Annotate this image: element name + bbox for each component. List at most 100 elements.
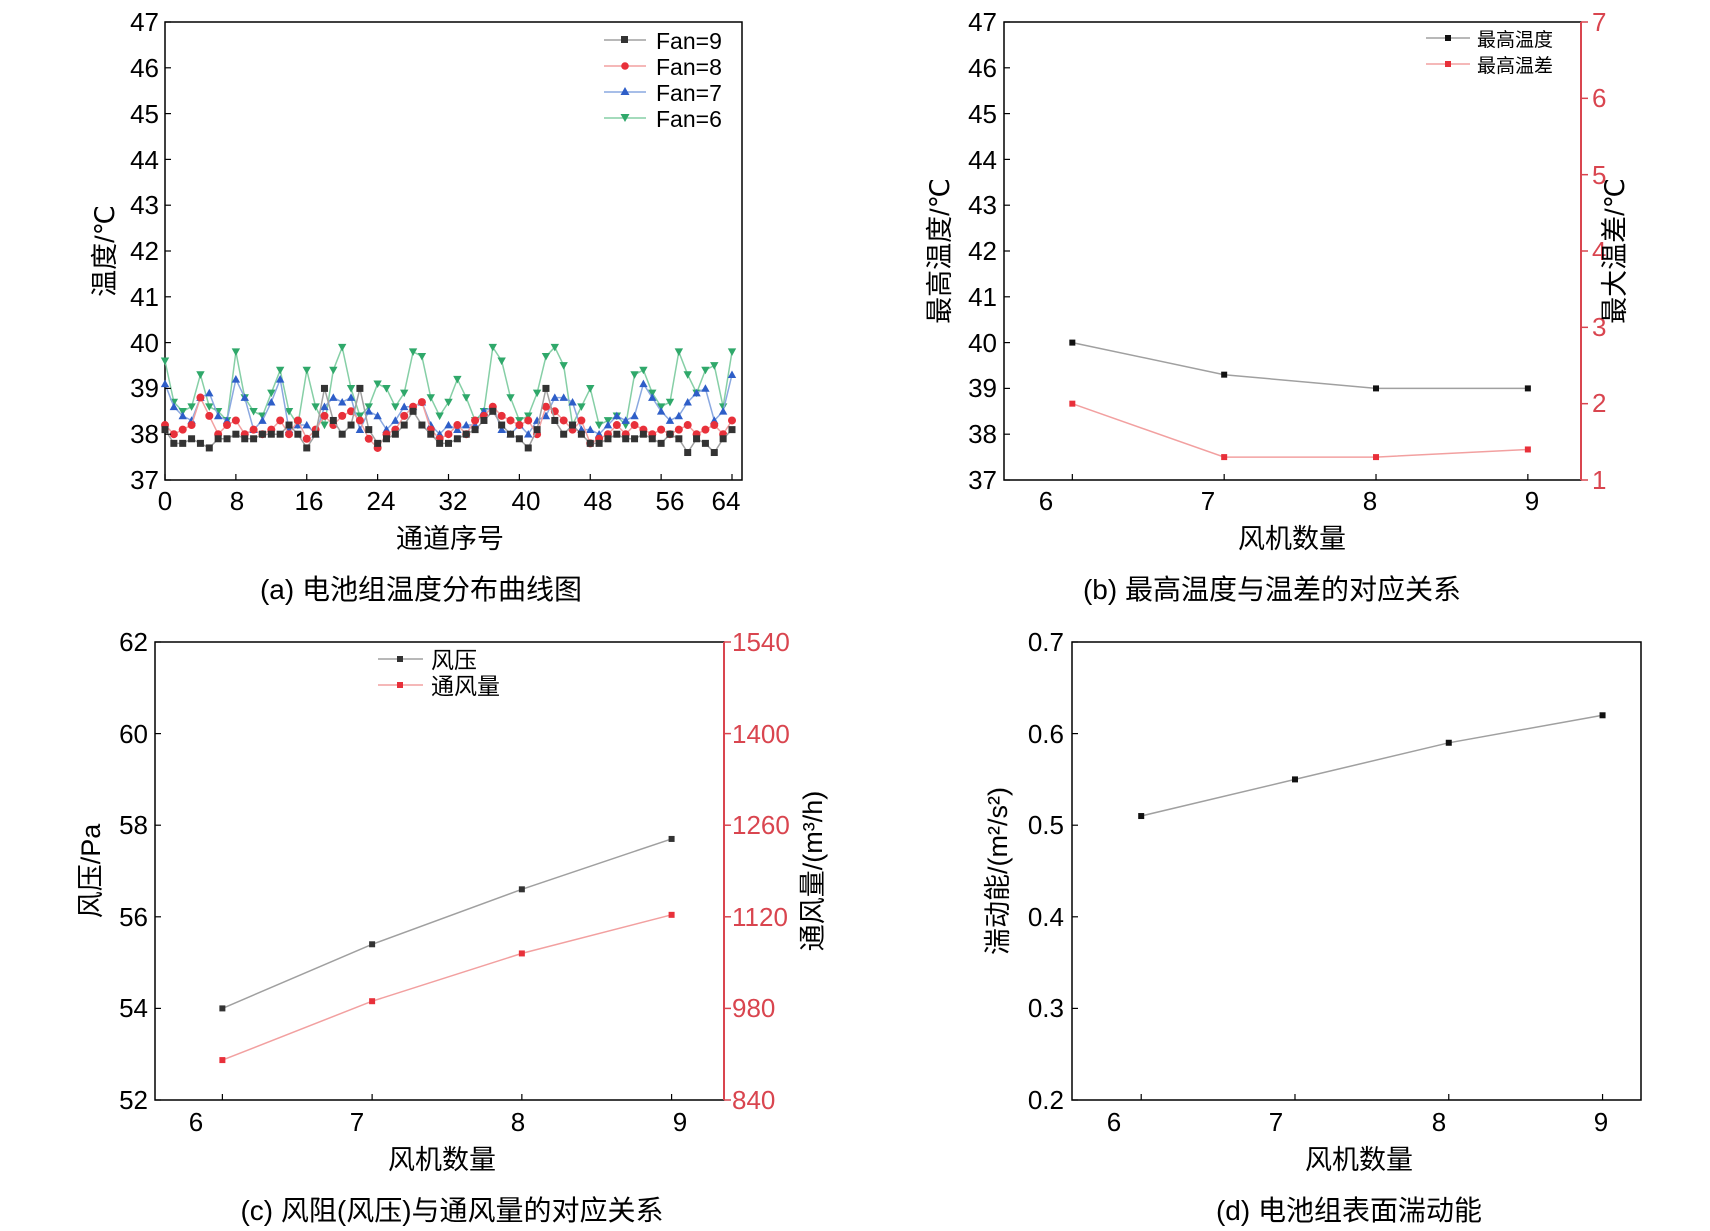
y-tick-label: 41 bbox=[968, 282, 997, 312]
data-point bbox=[1221, 454, 1228, 461]
data-point bbox=[518, 886, 525, 893]
data-point bbox=[231, 348, 241, 356]
data-point bbox=[710, 421, 719, 430]
data-point bbox=[223, 435, 231, 443]
data-point bbox=[160, 379, 170, 388]
data-point bbox=[356, 384, 364, 392]
y-tick-labels: 37 38 39 40 41 42 43 44 45 46 47 bbox=[130, 7, 159, 495]
data-point bbox=[710, 449, 718, 457]
data-point bbox=[631, 435, 639, 443]
y-tick-label: 0.4 bbox=[1028, 902, 1064, 932]
data-point bbox=[347, 421, 355, 429]
y-right-tick-label: 1400 bbox=[732, 719, 790, 749]
data-point bbox=[232, 430, 240, 438]
data-point bbox=[338, 430, 346, 438]
data-point bbox=[320, 402, 329, 411]
data-point bbox=[524, 444, 532, 452]
data-point bbox=[683, 371, 692, 379]
y-tick-label: 0.7 bbox=[1028, 627, 1064, 657]
data-point bbox=[365, 426, 373, 434]
data-point bbox=[542, 384, 550, 392]
data-point bbox=[1599, 712, 1606, 719]
y-tick-label: 0.2 bbox=[1028, 1085, 1064, 1115]
data-point bbox=[444, 430, 453, 439]
data-point bbox=[497, 357, 506, 366]
data-point bbox=[498, 421, 506, 429]
data-point bbox=[515, 435, 523, 443]
legend: 风压 通风量 bbox=[378, 647, 500, 699]
y-tick-label: 39 bbox=[968, 373, 997, 403]
data-point bbox=[312, 430, 320, 438]
data-point bbox=[471, 426, 479, 434]
data-point bbox=[275, 366, 285, 375]
plot-frame bbox=[154, 641, 725, 1101]
y-tick-label: 45 bbox=[968, 99, 997, 129]
data-point bbox=[1069, 339, 1076, 346]
data-point bbox=[302, 420, 311, 429]
y-right-tick-label: 4 bbox=[1592, 236, 1606, 266]
plot-series bbox=[1138, 712, 1606, 820]
data-point bbox=[701, 366, 710, 375]
data-point bbox=[294, 430, 302, 438]
y-left-axis-label: 风压/Pa bbox=[76, 823, 106, 919]
data-point bbox=[701, 439, 709, 447]
data-point bbox=[417, 352, 427, 361]
y-right-tick-label: 5 bbox=[1592, 160, 1606, 190]
y-tick-label: 56 bbox=[119, 902, 148, 932]
y-tick-label: 0.3 bbox=[1028, 993, 1064, 1023]
data-point bbox=[533, 426, 541, 434]
x-tick-label: 32 bbox=[439, 486, 468, 516]
data-point bbox=[612, 421, 621, 430]
legend-label: 风压 bbox=[431, 647, 477, 673]
data-point bbox=[329, 393, 338, 401]
legend-label: Fan=9 bbox=[656, 28, 722, 54]
data-point bbox=[719, 435, 727, 443]
y-right-tick-label: 7 bbox=[1592, 7, 1606, 37]
data-point bbox=[374, 439, 382, 447]
data-point bbox=[302, 366, 311, 375]
y-right-tick-label: 840 bbox=[732, 1085, 775, 1115]
x-axis-label: 风机数量 bbox=[1238, 524, 1346, 554]
data-point bbox=[674, 348, 684, 356]
data-point bbox=[311, 403, 320, 411]
data-point bbox=[214, 435, 222, 443]
y-right-tick-labels: 840 980 1120 1260 1400 1540 bbox=[732, 627, 790, 1115]
data-point bbox=[453, 421, 462, 430]
panel-caption: (d) 电池组表面湍动能 bbox=[1216, 1195, 1482, 1226]
data-point bbox=[346, 393, 356, 401]
y-tick-label: 46 bbox=[968, 53, 997, 83]
data-point bbox=[170, 439, 178, 447]
data-point bbox=[497, 425, 506, 433]
data-point bbox=[240, 393, 249, 401]
data-point bbox=[285, 430, 294, 439]
data-point bbox=[462, 394, 471, 402]
x-tick-label: 24 bbox=[367, 486, 396, 516]
data-point bbox=[622, 435, 630, 443]
data-point bbox=[718, 407, 728, 415]
data-point bbox=[285, 421, 293, 429]
y-tick-label: 40 bbox=[968, 328, 997, 358]
data-point bbox=[219, 1005, 226, 1012]
y-right-tick-labels: 1 2 3 4 5 6 7 bbox=[1592, 7, 1606, 495]
data-point bbox=[613, 430, 621, 438]
y-right-tick-label: 6 bbox=[1592, 83, 1606, 113]
data-point bbox=[648, 393, 657, 401]
data-point bbox=[532, 389, 542, 398]
panel-caption: (b) 最高温度与温差的对应关系 bbox=[1083, 574, 1461, 605]
plot-series bbox=[160, 343, 737, 457]
y-right-tick-label: 1260 bbox=[732, 810, 790, 840]
legend-entry-fan8: Fan=8 bbox=[604, 54, 722, 80]
data-point bbox=[219, 1057, 226, 1064]
data-point bbox=[347, 407, 356, 416]
data-point bbox=[187, 403, 196, 411]
y-left-tick-labels: 37 38 39 40 41 42 43 44 45 46 47 bbox=[968, 7, 997, 495]
data-point bbox=[453, 375, 462, 384]
y-axis-label: 温度/℃ bbox=[90, 205, 120, 297]
data-point bbox=[249, 407, 258, 416]
y-tick-label: 0.6 bbox=[1028, 719, 1064, 749]
data-point bbox=[418, 421, 426, 429]
series-最高温度 bbox=[1069, 339, 1531, 392]
data-point bbox=[518, 950, 525, 957]
legend-marker-triangle-up bbox=[620, 87, 630, 95]
data-point bbox=[400, 402, 409, 411]
